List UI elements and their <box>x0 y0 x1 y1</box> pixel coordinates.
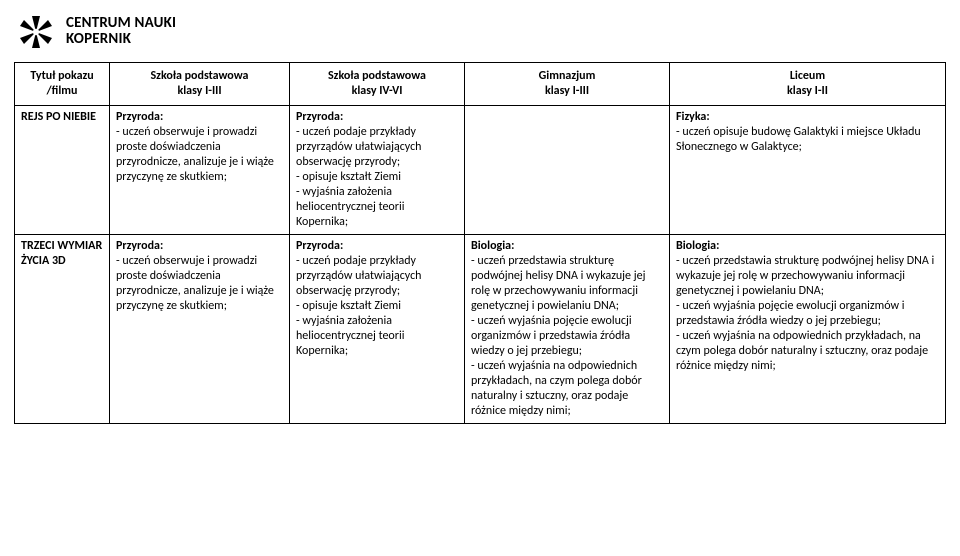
h2a: Szkoła podstawowa <box>328 69 426 83</box>
col-primary13-header: Szkoła podstawowa klasy I-III <box>110 63 290 106</box>
cell-liceum: Fizyka: - uczeń opisuje budowę Galaktyki… <box>670 106 946 235</box>
cell-body: - uczeń obserwuje i prowadzi proste dośw… <box>116 125 274 184</box>
logo: CENTRUM NAUKI KOPERNIK <box>14 10 946 54</box>
cell-liceum: Biologia: - uczeń przedstawia strukturę … <box>670 235 946 424</box>
table-row: REJS PO NIEBIE Przyroda: - uczeń obserwu… <box>15 106 946 235</box>
curriculum-table: Tytuł pokazu /filmu Szkoła podstawowa kl… <box>14 62 946 424</box>
h0b: /filmu <box>47 84 78 98</box>
h3a: Gimnazjum <box>539 69 596 83</box>
cell-body: - uczeń podaje przykłady przyrządów ułat… <box>296 254 421 358</box>
h1a: Szkoła podstawowa <box>151 69 249 83</box>
h4a: Liceum <box>790 69 825 83</box>
cell-body: - uczeń obserwuje i prowadzi proste dośw… <box>116 254 274 313</box>
h1b: klasy I-III <box>177 84 221 98</box>
cell-gimnazjum <box>465 106 670 235</box>
cell-body: - uczeń przedstawia strukturę podwójnej … <box>471 254 645 418</box>
cell-subject: Biologia: <box>676 239 719 253</box>
cell-subject: Biologia: <box>471 239 514 253</box>
logo-text-line2: KOPERNIK <box>66 30 131 48</box>
col-title-header: Tytuł pokazu /filmu <box>15 63 110 106</box>
col-gimnazjum-header: Gimnazjum klasy I-III <box>465 63 670 106</box>
logo-text: CENTRUM NAUKI KOPERNIK <box>66 16 176 48</box>
cell-subject: Przyroda: <box>116 239 163 253</box>
cell-body: - uczeń podaje przykłady przyrządów ułat… <box>296 125 421 229</box>
h4b: klasy I-II <box>787 84 828 98</box>
cell-primary46: Przyroda: - uczeń podaje przykłady przyr… <box>290 235 465 424</box>
h2b: klasy IV-VI <box>352 84 403 98</box>
h0a: Tytuł pokazu <box>30 69 93 83</box>
cell-body: - uczeń opisuje budowę Galaktyki i miejs… <box>676 125 921 154</box>
cell-body: - uczeń przedstawia strukturę podwójnej … <box>676 254 934 373</box>
cell-primary13: Przyroda: - uczeń obserwuje i prowadzi p… <box>110 106 290 235</box>
cell-subject: Przyroda: <box>296 239 343 253</box>
logo-mark-icon <box>14 10 58 54</box>
col-liceum-header: Liceum klasy I-II <box>670 63 946 106</box>
table-row: TRZECI WYMIAR ŻYCIA 3D Przyroda: - uczeń… <box>15 235 946 424</box>
cell-primary46: Przyroda: - uczeń podaje przykłady przyr… <box>290 106 465 235</box>
cell-subject: Przyroda: <box>296 110 343 124</box>
table-header-row: Tytuł pokazu /filmu Szkoła podstawowa kl… <box>15 63 946 106</box>
page: CENTRUM NAUKI KOPERNIK Tytuł pokazu /fil… <box>0 0 960 424</box>
h3b: klasy I-III <box>545 84 589 98</box>
cell-primary13: Przyroda: - uczeń obserwuje i prowadzi p… <box>110 235 290 424</box>
table-body: REJS PO NIEBIE Przyroda: - uczeń obserwu… <box>15 106 946 424</box>
cell-gimnazjum: Biologia: - uczeń przedstawia strukturę … <box>465 235 670 424</box>
cell-subject: Fizyka: <box>676 110 710 124</box>
col-primary46-header: Szkoła podstawowa klasy IV-VI <box>290 63 465 106</box>
row-title: TRZECI WYMIAR ŻYCIA 3D <box>15 235 110 424</box>
cell-subject: Przyroda: <box>116 110 163 124</box>
row-title: REJS PO NIEBIE <box>15 106 110 235</box>
